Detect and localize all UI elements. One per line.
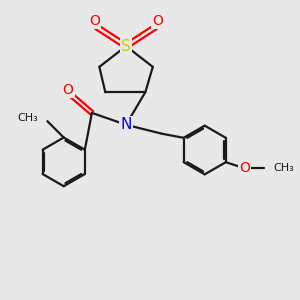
Text: O: O bbox=[152, 14, 163, 28]
Text: N: N bbox=[120, 117, 132, 132]
Text: O: O bbox=[239, 160, 250, 175]
Text: CH₃: CH₃ bbox=[273, 163, 294, 172]
Text: CH₃: CH₃ bbox=[18, 113, 38, 123]
Text: O: O bbox=[89, 14, 100, 28]
Text: S: S bbox=[121, 39, 131, 54]
Text: O: O bbox=[63, 83, 74, 97]
